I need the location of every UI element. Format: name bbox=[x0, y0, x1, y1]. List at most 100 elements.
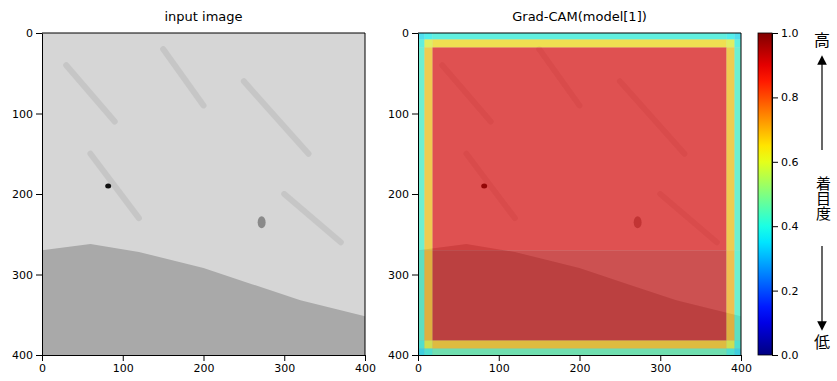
y-axis: 0 100 200 300 400 bbox=[388, 27, 419, 362]
tick-label: 100 bbox=[489, 362, 510, 375]
tick-label: 0 bbox=[26, 27, 33, 40]
tick-mark bbox=[660, 355, 661, 361]
tick-mark bbox=[412, 194, 418, 195]
tick-label: 1.0 bbox=[781, 27, 799, 40]
tick: 100 bbox=[388, 108, 418, 121]
tick-mark bbox=[36, 355, 42, 356]
tick: 0.8 bbox=[772, 91, 799, 104]
tick-mark bbox=[36, 114, 42, 115]
figure: 01002003004000100200300400input image010… bbox=[0, 0, 837, 381]
tick-label: 100 bbox=[388, 108, 409, 121]
tick-mark bbox=[772, 33, 778, 34]
tick-mark bbox=[36, 33, 42, 34]
tick: 300 bbox=[12, 269, 42, 282]
heatmap-cell bbox=[726, 341, 734, 349]
tick-mark bbox=[772, 226, 778, 227]
heatmap-cell bbox=[424, 250, 432, 340]
heatmap-cell bbox=[726, 349, 734, 355]
tick-label: 400 bbox=[731, 362, 752, 375]
tick: 300 bbox=[274, 355, 295, 375]
heatmap-cell bbox=[433, 47, 727, 250]
tick-label: 200 bbox=[570, 362, 591, 375]
tick-label: 100 bbox=[12, 108, 33, 121]
x-axis: 0 100 200 300 400 bbox=[415, 355, 752, 375]
tick: 200 bbox=[388, 188, 418, 201]
heatmap-cell bbox=[726, 33, 734, 39]
heatmap-cell bbox=[735, 33, 741, 39]
tick: 0.2 bbox=[772, 285, 799, 298]
heatmap-cell bbox=[726, 47, 734, 250]
tick-label: 300 bbox=[388, 269, 409, 282]
tick: 0.6 bbox=[772, 156, 799, 169]
tick: 300 bbox=[650, 355, 671, 375]
tick-mark bbox=[123, 355, 124, 361]
tick-label: 0 bbox=[402, 27, 409, 40]
tick-mark bbox=[412, 355, 418, 356]
heatmap-cell bbox=[735, 341, 741, 349]
tick-label: 0.8 bbox=[781, 91, 799, 104]
heatmap-cell bbox=[433, 39, 727, 47]
photo-texture bbox=[163, 49, 203, 105]
colorbar-gradient bbox=[758, 33, 772, 355]
heatmap-cell bbox=[735, 349, 741, 355]
tick-label: 200 bbox=[388, 188, 409, 201]
tick-label: 100 bbox=[113, 362, 134, 375]
colorbar-axis: 0.00.20.40.60.81.0 bbox=[772, 27, 799, 362]
heatmap-cell bbox=[424, 341, 432, 349]
colorbar-low-label: 低 bbox=[814, 333, 830, 352]
tick-mark bbox=[499, 355, 500, 361]
tick-label: 400 bbox=[12, 349, 33, 362]
tick: 200 bbox=[570, 355, 591, 375]
axis-line bbox=[418, 34, 419, 356]
tick-label: 300 bbox=[12, 269, 33, 282]
tick-label: 0.2 bbox=[781, 285, 799, 298]
tick: 300 bbox=[388, 269, 418, 282]
frame bbox=[418, 33, 741, 34]
tick-label: 300 bbox=[650, 362, 671, 375]
tick-label: 400 bbox=[388, 349, 409, 362]
tick-label: 200 bbox=[12, 188, 33, 201]
tick: 200 bbox=[12, 188, 42, 201]
heatmap-cell bbox=[735, 250, 741, 340]
x-axis: 0100200300400 bbox=[39, 355, 376, 375]
tick-mark bbox=[412, 33, 418, 34]
colorbar-label: 着目度 bbox=[813, 176, 831, 221]
photo-spot bbox=[105, 183, 111, 188]
colorbar-high-label: 高 bbox=[814, 31, 830, 50]
tick-mark bbox=[284, 355, 285, 361]
heatmap-cell bbox=[726, 39, 734, 47]
tick-mark bbox=[772, 162, 778, 163]
tick-mark bbox=[580, 355, 581, 361]
tick-mark bbox=[412, 275, 418, 276]
tick: 100 bbox=[489, 355, 510, 375]
tick: 0 bbox=[26, 27, 42, 40]
title: Grad-CAM(model[1]) bbox=[512, 9, 647, 24]
photo-region bbox=[42, 244, 365, 355]
tick-mark bbox=[772, 355, 778, 356]
tick: 400 bbox=[731, 355, 752, 375]
tick-label: 0 bbox=[39, 362, 46, 375]
plot-area bbox=[42, 33, 365, 355]
axis-line bbox=[42, 34, 43, 356]
frame bbox=[741, 33, 742, 355]
tick-label: 0.6 bbox=[781, 156, 799, 169]
tick-mark bbox=[772, 291, 778, 292]
tick: 200 bbox=[194, 355, 215, 375]
photo-background bbox=[418, 33, 741, 355]
frame bbox=[42, 33, 365, 34]
colorbar: 0.00.20.40.60.81.0高低着目度 bbox=[758, 27, 831, 362]
tick-label: 200 bbox=[194, 362, 215, 375]
tick: 400 bbox=[12, 349, 42, 362]
tick-mark bbox=[42, 355, 43, 361]
heatmap-cell bbox=[735, 47, 741, 250]
tick: 0 bbox=[415, 355, 422, 375]
tick-mark bbox=[36, 275, 42, 276]
y-axis: 0 100 200 300 400 bbox=[12, 27, 43, 362]
photo-texture bbox=[66, 65, 114, 121]
tick-label: 300 bbox=[274, 362, 295, 375]
panel: 01002003004000100200300400input image bbox=[12, 9, 376, 375]
tick-mark bbox=[741, 355, 742, 361]
panel: 0 100 200 300 400 0 100 200 300 400 Grad-CAM(model… bbox=[388, 9, 752, 375]
photo-spot bbox=[258, 216, 266, 228]
tick: 100 bbox=[12, 108, 42, 121]
